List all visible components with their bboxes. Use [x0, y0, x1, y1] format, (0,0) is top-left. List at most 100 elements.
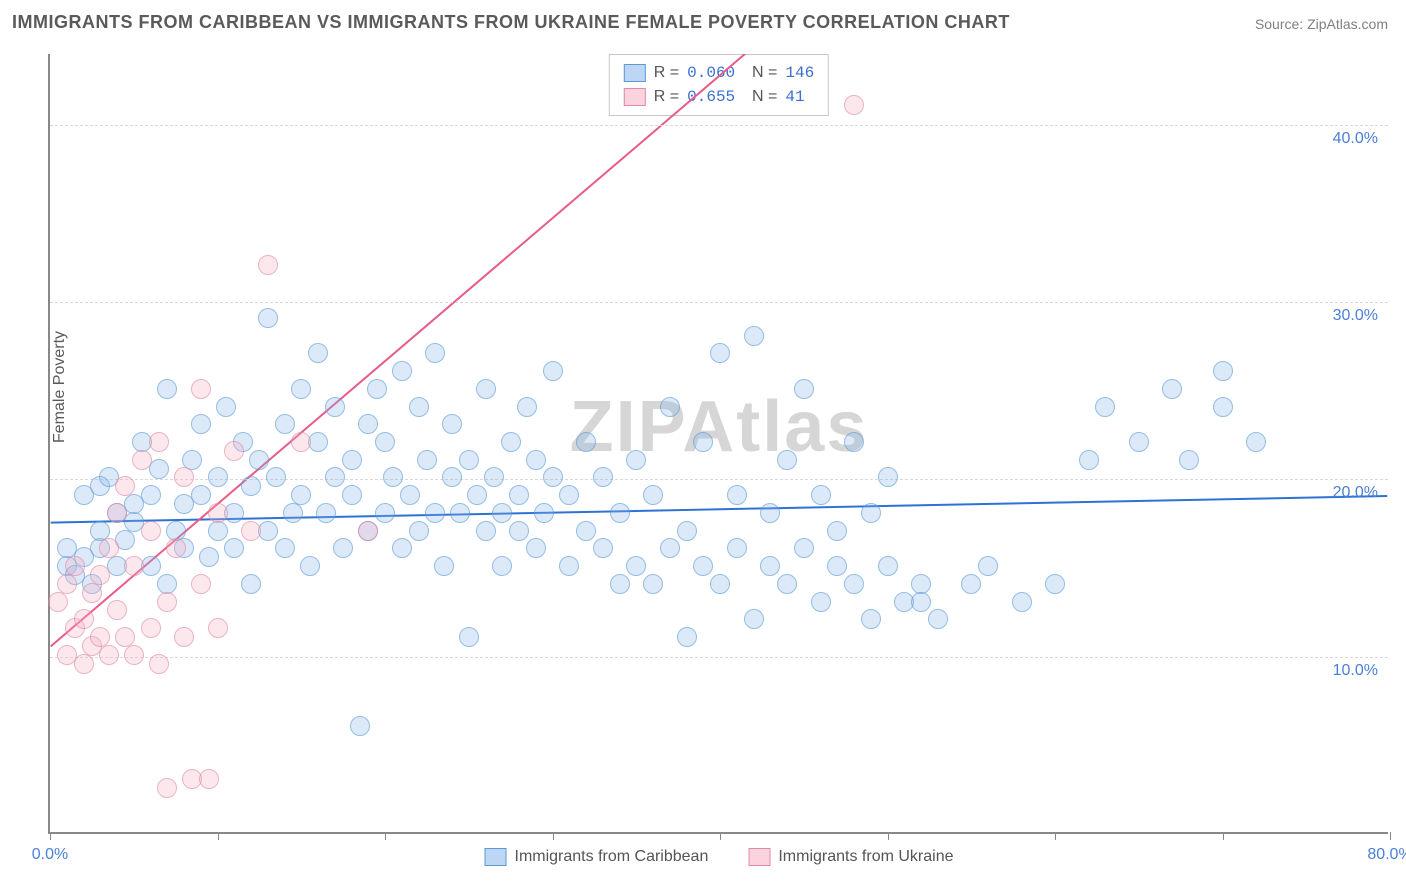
- point-caribbean: [266, 467, 286, 487]
- point-caribbean: [492, 503, 512, 523]
- point-caribbean: [392, 361, 412, 381]
- watermark-text: ZIPAtlas: [570, 386, 869, 468]
- point-caribbean: [760, 503, 780, 523]
- point-caribbean: [350, 716, 370, 736]
- point-caribbean: [375, 432, 395, 452]
- swatch-pink-icon: [624, 88, 646, 106]
- point-caribbean: [878, 556, 898, 576]
- point-caribbean: [157, 379, 177, 399]
- point-caribbean: [325, 397, 345, 417]
- point-caribbean: [291, 485, 311, 505]
- point-ukraine: [199, 769, 219, 789]
- swatch-blue-icon: [485, 848, 507, 866]
- point-ukraine: [241, 521, 261, 541]
- point-caribbean: [660, 397, 680, 417]
- point-caribbean: [1045, 574, 1065, 594]
- point-caribbean: [316, 503, 336, 523]
- correlation-legend: R = 0.060 N = 146 R = 0.655 N = 41: [609, 54, 829, 116]
- y-tick-label: 10.0%: [1333, 662, 1378, 680]
- point-caribbean: [216, 397, 236, 417]
- point-ukraine: [48, 592, 68, 612]
- point-caribbean: [375, 503, 395, 523]
- point-ukraine: [124, 556, 144, 576]
- point-caribbean: [1179, 450, 1199, 470]
- point-ukraine: [157, 778, 177, 798]
- point-caribbean: [543, 361, 563, 381]
- point-caribbean: [1129, 432, 1149, 452]
- point-caribbean: [677, 521, 697, 541]
- legend-item-ukraine: Immigrants from Ukraine: [748, 848, 953, 866]
- point-caribbean: [249, 450, 269, 470]
- point-caribbean: [409, 397, 429, 417]
- y-tick-label: 40.0%: [1333, 130, 1378, 148]
- point-caribbean: [141, 485, 161, 505]
- point-ukraine: [57, 574, 77, 594]
- legend-row-ukraine: R = 0.655 N = 41: [624, 85, 814, 109]
- x-tick-label: 80.0%: [1367, 846, 1406, 864]
- legend-n-label: N =: [743, 88, 777, 106]
- point-caribbean: [1246, 432, 1266, 452]
- x-tick: [50, 832, 51, 840]
- y-tick-label: 20.0%: [1333, 484, 1378, 502]
- point-ukraine: [141, 521, 161, 541]
- point-caribbean: [526, 538, 546, 558]
- point-caribbean: [643, 485, 663, 505]
- point-caribbean: [434, 556, 454, 576]
- point-caribbean: [342, 485, 362, 505]
- gridline-h: [50, 657, 1388, 658]
- point-caribbean: [693, 432, 713, 452]
- point-caribbean: [383, 467, 403, 487]
- point-caribbean: [442, 414, 462, 434]
- point-caribbean: [425, 343, 445, 363]
- plot-area: Female Poverty ZIPAtlas R = 0.060 N = 14…: [48, 54, 1388, 834]
- point-caribbean: [727, 485, 747, 505]
- point-caribbean: [693, 556, 713, 576]
- point-caribbean: [191, 414, 211, 434]
- point-caribbean: [492, 556, 512, 576]
- point-caribbean: [283, 503, 303, 523]
- point-caribbean: [744, 326, 764, 346]
- point-caribbean: [777, 574, 797, 594]
- legend-r-label: R =: [654, 64, 679, 82]
- point-caribbean: [275, 414, 295, 434]
- point-ukraine: [208, 503, 228, 523]
- point-caribbean: [417, 450, 437, 470]
- point-ukraine: [208, 618, 228, 638]
- legend-label-1: Immigrants from Caribbean: [515, 848, 709, 866]
- point-caribbean: [811, 485, 831, 505]
- point-caribbean: [275, 538, 295, 558]
- point-caribbean: [484, 467, 504, 487]
- x-tick: [385, 832, 386, 840]
- point-caribbean: [576, 432, 596, 452]
- legend-r-label: R =: [654, 88, 679, 106]
- point-caribbean: [626, 556, 646, 576]
- point-caribbean: [208, 521, 228, 541]
- gridline-h: [50, 125, 1388, 126]
- point-caribbean: [509, 485, 529, 505]
- point-caribbean: [476, 521, 496, 541]
- point-ukraine: [844, 95, 864, 115]
- point-ukraine: [99, 538, 119, 558]
- series-legend: Immigrants from Caribbean Immigrants fro…: [485, 848, 954, 866]
- point-ukraine: [174, 627, 194, 647]
- point-ukraine: [74, 654, 94, 674]
- point-ukraine: [90, 565, 110, 585]
- point-caribbean: [191, 485, 211, 505]
- point-caribbean: [593, 467, 613, 487]
- point-caribbean: [559, 485, 579, 505]
- point-caribbean: [543, 467, 563, 487]
- point-caribbean: [425, 503, 445, 523]
- point-caribbean: [258, 308, 278, 328]
- point-caribbean: [794, 538, 814, 558]
- point-caribbean: [861, 503, 881, 523]
- point-caribbean: [1213, 397, 1233, 417]
- point-caribbean: [333, 538, 353, 558]
- point-ukraine: [149, 432, 169, 452]
- point-caribbean: [358, 414, 378, 434]
- point-caribbean: [501, 432, 521, 452]
- point-caribbean: [199, 547, 219, 567]
- x-tick: [553, 832, 554, 840]
- x-tick: [1223, 832, 1224, 840]
- chart-container: IMMIGRANTS FROM CARIBBEAN VS IMMIGRANTS …: [0, 0, 1406, 892]
- legend-item-caribbean: Immigrants from Caribbean: [485, 848, 709, 866]
